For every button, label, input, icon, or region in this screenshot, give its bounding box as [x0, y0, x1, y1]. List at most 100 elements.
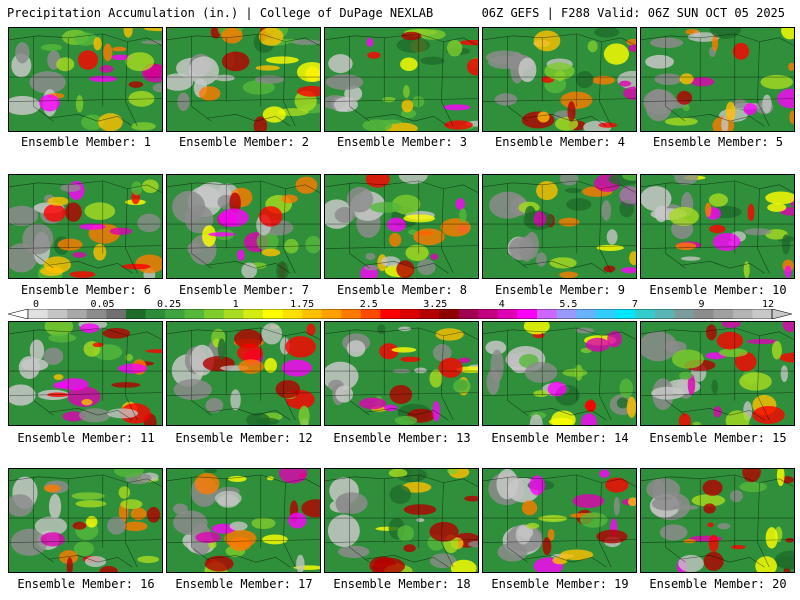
colorbar-tick-label: 4: [498, 299, 505, 310]
precip-field: [325, 322, 478, 425]
colorbar-swatch: [360, 309, 381, 319]
colorbar-swatch: [184, 309, 205, 319]
page-title: Precipitation Accumulation (in.) | Colle…: [7, 6, 434, 20]
precip-field: [641, 28, 794, 131]
precip-field: [641, 322, 794, 425]
ensemble-map-6: [8, 174, 163, 279]
colorbar-swatch: [380, 309, 401, 319]
ensemble-member-label: Ensemble Member: 14: [491, 431, 629, 445]
ensemble-map-20: [640, 468, 795, 573]
ensemble-map-19: [482, 468, 637, 573]
ensemble-member-label: Ensemble Member: 4: [494, 135, 626, 149]
colorbar-swatch: [732, 309, 753, 319]
colorbar-swatch: [204, 309, 225, 319]
precip-field: [9, 469, 162, 572]
precip-field: [9, 322, 162, 425]
colorbar: 0 0.05 0.25 1 1.75 2.5 3.25 4 5.5 7 9 12: [8, 299, 792, 319]
ensemble-map-18: [324, 468, 479, 573]
colorbar-swatch: [634, 309, 655, 319]
colorbar-swatch: [67, 309, 88, 319]
colorbar-left-arrow: [8, 309, 29, 319]
precip-field: [167, 322, 320, 425]
colorbar-swatch: [86, 309, 107, 319]
colorbar-swatch: [223, 309, 244, 319]
colorbar-swatch: [439, 309, 460, 319]
ensemble-member-label: Ensemble Member: 10: [649, 283, 787, 297]
ensemble-map-8: [324, 174, 479, 279]
ensemble-member-label: Ensemble Member: 20: [649, 577, 787, 591]
colorbar-tick-label: 12: [761, 299, 775, 310]
precip-field: [325, 28, 478, 131]
ensemble-map-3: [324, 27, 479, 132]
colorbar-tick-label: 2.5: [359, 299, 378, 310]
ensemble-member-label: Ensemble Member: 8: [336, 283, 468, 297]
colorbar-tick-label: 9: [698, 299, 705, 310]
colorbar-swatch: [47, 309, 68, 319]
ensemble-map-5: [640, 27, 795, 132]
ensemble-map-4: [482, 27, 637, 132]
ensemble-member-label: Ensemble Member: 3: [336, 135, 468, 149]
colorbar-swatch: [145, 309, 166, 319]
ensemble-member-label: Ensemble Member: 7: [178, 283, 310, 297]
precip-field: [325, 469, 478, 572]
ensemble-member-label: Ensemble Member: 15: [649, 431, 787, 445]
colorbar-swatch: [713, 309, 734, 319]
ensemble-member-label: Ensemble Member: 2: [178, 135, 310, 149]
ensemble-map-9: [482, 174, 637, 279]
precip-field: [483, 322, 636, 425]
ensemble-member-label: Ensemble Member: 16: [17, 577, 155, 591]
ensemble-map-11: [8, 321, 163, 426]
ensemble-member-label: Ensemble Member: 19: [491, 577, 629, 591]
colorbar-swatch: [752, 309, 773, 319]
colorbar-swatch: [674, 309, 694, 319]
colorbar-swatch: [693, 309, 714, 319]
colorbar-swatch: [106, 309, 127, 319]
precip-field: [9, 175, 162, 278]
colorbar-swatch: [282, 309, 303, 319]
ensemble-member-label: Ensemble Member: 18: [333, 577, 471, 591]
colorbar-swatch: [497, 309, 518, 319]
colorbar-swatch: [125, 309, 146, 319]
precip-field: [167, 28, 320, 131]
precip-field: [325, 175, 478, 278]
precip-field: [9, 28, 162, 131]
ensemble-map-2: [166, 27, 321, 132]
colorbar-swatch: [537, 309, 557, 319]
colorbar-tick-labels: 0 0.05 0.25 1 1.75 2.5 3.25 4 5.5 7 9 12: [8, 299, 792, 310]
colorbar-swatch: [576, 309, 597, 319]
ensemble-member-label: Ensemble Member: 9: [494, 283, 626, 297]
ensemble-map-17: [166, 468, 321, 573]
ensemble-member-label: Ensemble Member: 11: [17, 431, 155, 445]
ensemble-member-label: Ensemble Member: 5: [652, 135, 784, 149]
ensemble-map-15: [640, 321, 795, 426]
model-run-info: 06Z GEFS | F288 Valid: 06Z SUN OCT 05 20…: [481, 6, 785, 20]
colorbar-tick-label: 1.75: [290, 299, 315, 310]
colorbar-tick-label: 1: [232, 299, 239, 310]
colorbar-tick-label: 5.5: [559, 299, 578, 310]
colorbar-swatch: [458, 309, 479, 319]
colorbar-swatch: [419, 309, 440, 319]
colorbar-swatch: [28, 309, 48, 319]
colorbar-tick-label: 0: [32, 299, 40, 310]
ensemble-member-label: Ensemble Member: 13: [333, 431, 471, 445]
colorbar-tick-label: 0.25: [157, 299, 182, 310]
precip-field: [167, 469, 320, 572]
colorbar-swatch: [556, 309, 577, 319]
colorbar-swatch: [654, 309, 675, 319]
precip-field: [167, 175, 320, 278]
colorbar-swatch: [321, 309, 342, 319]
colorbar-swatch: [165, 309, 185, 319]
colorbar-tick-label: 3.25: [423, 299, 448, 310]
colorbar-tick-label: 0.05: [90, 299, 115, 310]
colorbar-swatch: [302, 309, 322, 319]
colorbar-strip: [8, 309, 792, 319]
precip-field: [641, 175, 794, 278]
colorbar-swatch: [262, 309, 283, 319]
ensemble-map-7: [166, 174, 321, 279]
ensemble-member-label: Ensemble Member: 1: [20, 135, 152, 149]
ensemble-member-label: Ensemble Member: 17: [175, 577, 313, 591]
ensemble-map-13: [324, 321, 479, 426]
ensemble-member-label: Ensemble Member: 6: [20, 283, 152, 297]
colorbar-right-arrow: [771, 309, 792, 319]
colorbar-swatch: [615, 309, 636, 319]
